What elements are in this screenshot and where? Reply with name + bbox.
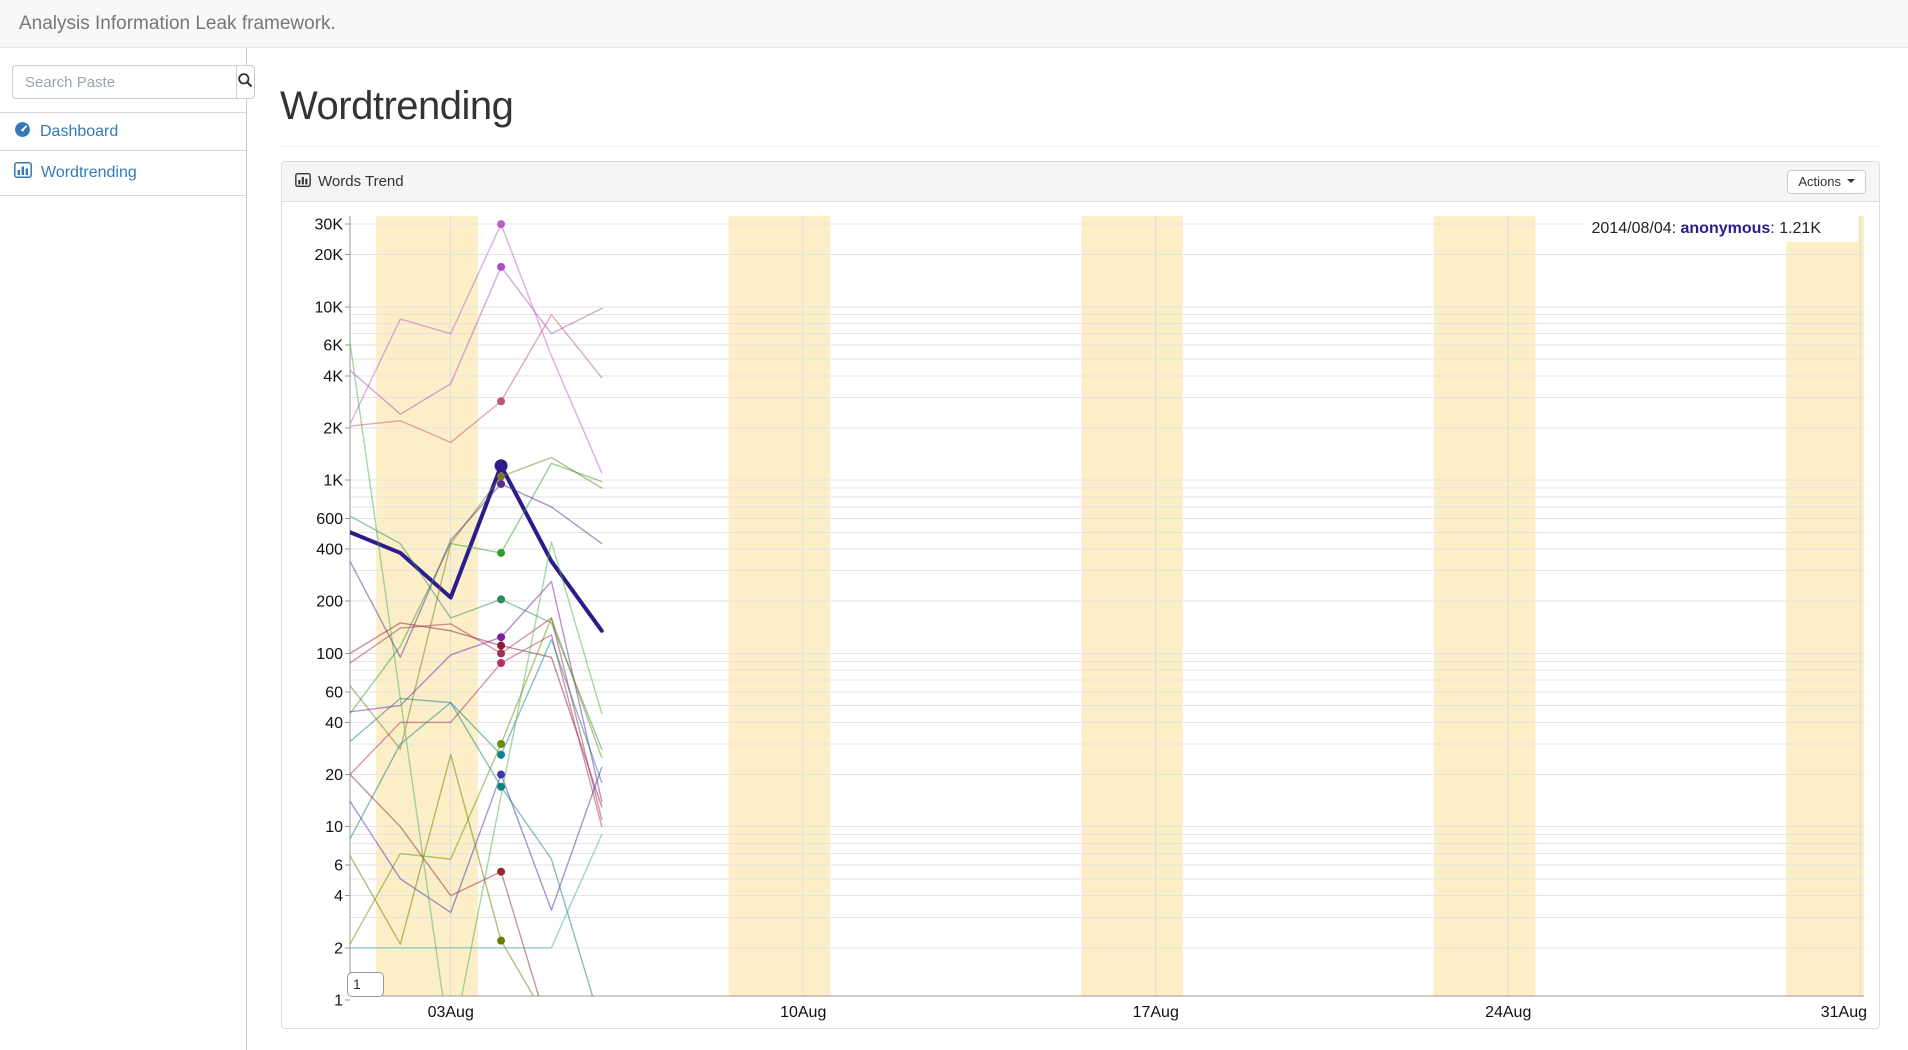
page-title-rule [280,146,1880,147]
svg-text:2K: 2K [323,420,343,437]
divider [0,195,246,196]
panel-heading: Words Trend Actions [282,162,1879,202]
bar-chart-icon [295,172,311,191]
svg-text:10K: 10K [315,299,344,316]
chart-hover-legend: 2014/08/04: anonymous: 1.21K [1581,216,1858,242]
svg-text:60: 60 [325,684,343,701]
app-brand: Analysis Information Leak framework. [19,13,336,34]
sidebar: Dashboard Wordtrending [0,48,255,1050]
words-trend-panel: Words Trend Actions [281,161,1880,1029]
svg-text:2: 2 [334,940,343,957]
sidebar-item-wordtrending[interactable]: Wordtrending [0,151,246,194]
svg-text:400: 400 [316,542,343,559]
svg-text:20: 20 [325,767,343,784]
chevron-down-icon [1847,179,1855,183]
words-trend-chart[interactable]: 30K 20K 10K 6K 4K 2K 1K 600 400 200 100 60 40 20 10 6 4 2… [282,202,1880,1028]
top-navbar: Analysis Information Leak framework. [0,0,1908,48]
annotation-box[interactable]: 1 [347,972,384,997]
sidebar-item-label: Wordtrending [41,163,137,181]
svg-text:10: 10 [325,819,343,836]
legend-date: 2014/08/04: [1591,220,1681,237]
divider [0,150,246,151]
svg-text:03Aug: 03Aug [428,1004,474,1021]
divider [0,112,246,113]
page-title: Wordtrending [280,84,514,128]
legend-series: anonymous [1680,220,1771,237]
search-icon [237,72,254,92]
svg-text:4: 4 [334,888,343,905]
svg-text:20K: 20K [315,247,344,264]
search-input[interactable] [12,65,236,99]
sidebar-item-label: Dashboard [40,122,119,140]
svg-text:10Aug: 10Aug [780,1004,826,1021]
dashboard-icon [14,121,31,143]
svg-text:31Aug: 31Aug [1821,1004,1867,1021]
svg-text:100: 100 [316,646,343,663]
svg-text:6K: 6K [323,338,343,355]
sidebar-item-dashboard[interactable]: Dashboard [0,113,246,150]
svg-text:40: 40 [325,715,343,732]
svg-text:1K: 1K [323,473,343,490]
panel-title: Words Trend [295,172,404,191]
actions-button[interactable]: Actions [1787,169,1866,194]
svg-text:17Aug: 17Aug [1133,1004,1179,1021]
svg-text:200: 200 [316,594,343,611]
svg-text:4K: 4K [323,368,343,385]
actions-label: Actions [1798,173,1841,189]
svg-text:24Aug: 24Aug [1485,1004,1531,1021]
bar-chart-icon [14,162,32,183]
search-row [12,65,255,99]
svg-text:30K: 30K [315,217,344,234]
svg-text:6: 6 [334,858,343,875]
svg-text:1: 1 [334,993,343,1010]
search-button[interactable] [236,65,255,99]
panel-title-text: Words Trend [318,173,404,190]
svg-text:600: 600 [316,511,343,528]
legend-value: : 1.21K [1770,220,1821,237]
